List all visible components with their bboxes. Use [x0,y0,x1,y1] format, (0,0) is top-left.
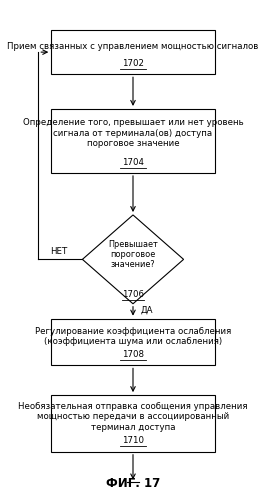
FancyBboxPatch shape [51,109,215,173]
Text: Регулирование коэффициента ослабления
(коэффициента шума или ослабления): Регулирование коэффициента ослабления (к… [35,327,231,346]
Text: ДА: ДА [140,305,153,314]
Text: НЕТ: НЕТ [50,248,67,256]
FancyBboxPatch shape [51,318,215,365]
Text: Необязательная отправка сообщения управления
мощностью передачи в ассоциированны: Необязательная отправка сообщения управл… [18,402,248,432]
Text: 1710: 1710 [122,437,144,446]
Text: ФИГ. 17: ФИГ. 17 [106,478,160,491]
Text: Определение того, превышает или нет уровень
сигнала от терминала(ов) доступа
пор: Определение того, превышает или нет уров… [23,118,243,148]
FancyBboxPatch shape [51,30,215,74]
Text: 1702: 1702 [122,59,144,68]
Text: 1704: 1704 [122,158,144,167]
Polygon shape [82,215,184,304]
FancyBboxPatch shape [51,395,215,452]
Text: Прием связанных с управлением мощностью сигналов: Прием связанных с управлением мощностью … [7,42,259,51]
Text: 1706: 1706 [122,290,144,299]
Text: 1708: 1708 [122,350,144,359]
Text: Превышает
пороговое
значение?: Превышает пороговое значение? [108,240,158,269]
